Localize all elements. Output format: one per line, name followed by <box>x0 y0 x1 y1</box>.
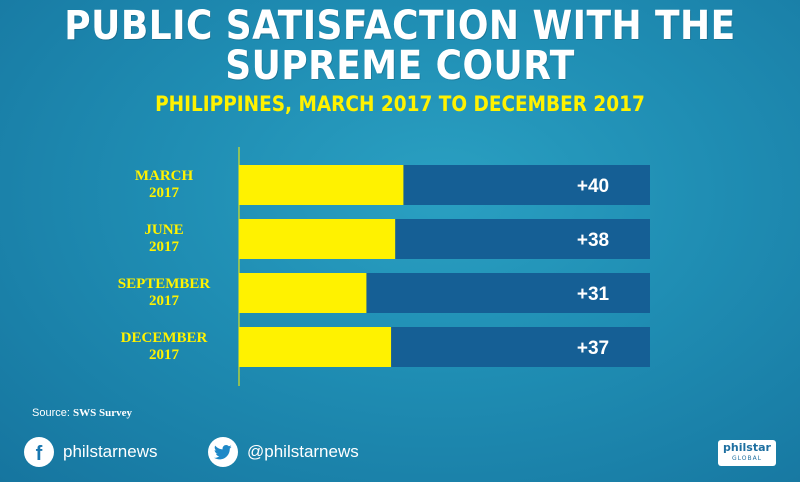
source-prefix: Source: <box>32 407 73 419</box>
category-label: JUNE <box>144 222 183 238</box>
logo-sub: GLOBAL <box>731 455 763 462</box>
value-label: +37 <box>577 338 609 359</box>
category-label: SEPTEMBER <box>118 276 211 292</box>
value-label: +31 <box>577 284 610 305</box>
value-label: +40 <box>577 176 609 197</box>
category-label: DECEMBER <box>121 330 208 346</box>
twitter-link[interactable]: @philstarnews <box>208 436 359 468</box>
chart-subtitle: PHILIPPINES, MARCH 2017 TO DECEMBER 2017 <box>155 92 645 116</box>
category-label: 2017 <box>149 347 180 363</box>
title-line-2: SUPREME COURT <box>225 43 575 89</box>
bar <box>239 327 392 367</box>
philstar-logo: philstar GLOBAL <box>718 440 776 466</box>
bar <box>239 165 404 205</box>
value-label: +38 <box>577 230 609 251</box>
source-name: SWS Survey <box>72 407 132 419</box>
category-label: MARCH <box>135 168 194 184</box>
chart-title: PUBLIC SATISFACTION WITH THE SUPREME COU… <box>40 6 760 86</box>
facebook-icon: f <box>24 437 54 467</box>
twitter-icon <box>208 437 238 467</box>
category-label: 2017 <box>149 239 180 255</box>
source-note: Source: SWS Survey <box>32 407 132 419</box>
category-label: 2017 <box>149 293 180 309</box>
bar-chart: +40MARCH2017+38JUNE2017+31SEPTEMBER2017+… <box>118 147 650 386</box>
category-label: 2017 <box>149 185 180 201</box>
twitter-handle: @philstarnews <box>247 442 359 461</box>
title-line-1: PUBLIC SATISFACTION WITH THE <box>64 3 736 49</box>
facebook-link[interactable]: f philstarnews <box>24 436 158 468</box>
facebook-handle: philstarnews <box>63 442 158 461</box>
bar <box>239 219 396 259</box>
bar <box>239 273 367 313</box>
logo-main: philstar <box>723 441 771 454</box>
